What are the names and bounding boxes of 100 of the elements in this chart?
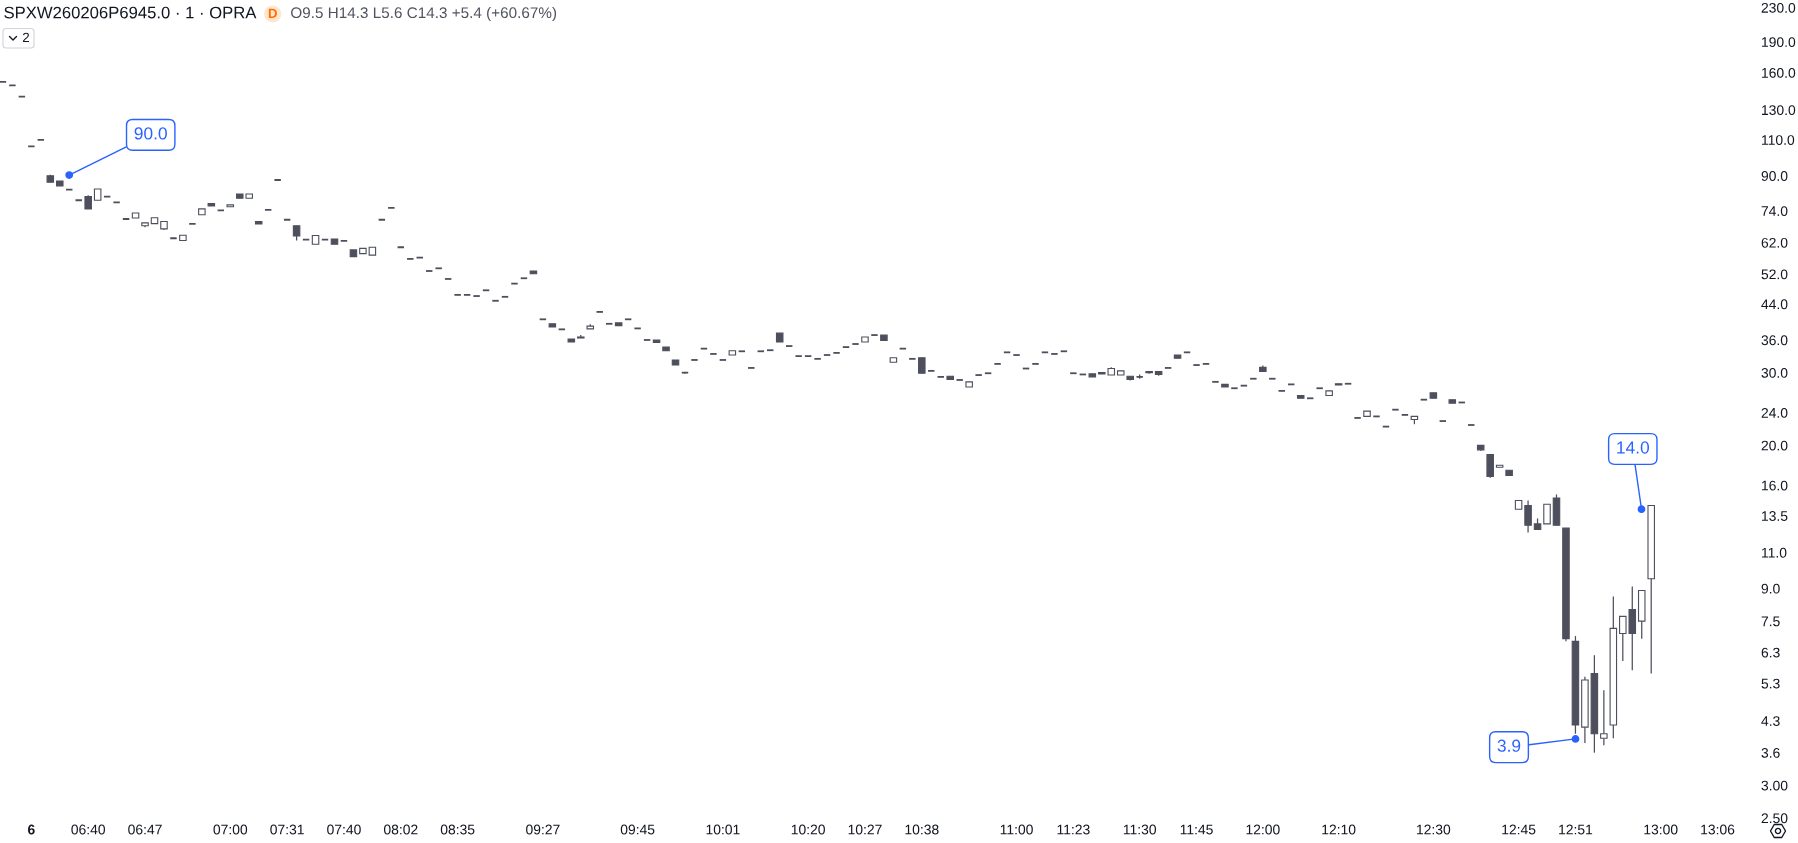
candlestick <box>264 208 273 211</box>
y-tick-label: 3.00 <box>1761 780 1788 791</box>
y-tick-label: 36.0 <box>1761 335 1788 346</box>
annotation: 2 <box>23 32 30 42</box>
candlestick <box>794 355 803 358</box>
y-tick-label: 11.0 <box>1762 547 1787 558</box>
x-tick-label: 6 <box>28 824 35 835</box>
candlestick <box>605 322 614 325</box>
candlestick <box>766 349 775 352</box>
candlestick <box>1230 387 1239 390</box>
candlestick <box>1239 384 1249 387</box>
candlestick <box>624 318 633 321</box>
candlestick <box>699 347 709 350</box>
candlestick <box>1182 351 1192 354</box>
x-tick-label: 13:00 <box>1644 824 1678 835</box>
annotation: D <box>268 8 277 18</box>
candlestick <box>813 357 822 360</box>
x-tick-label: 10:27 <box>848 824 882 835</box>
candlestick <box>1306 397 1315 400</box>
candlestick <box>908 357 917 360</box>
x-tick-label: 11:30 <box>1123 824 1157 835</box>
candlestick <box>538 318 548 321</box>
candlestick <box>36 138 45 141</box>
y-tick-label: 62.0 <box>1761 237 1788 248</box>
candlestick <box>301 238 311 241</box>
candlestick <box>462 293 472 296</box>
candlestick <box>1211 380 1220 383</box>
y-tick-label: 13.5 <box>1762 511 1788 521</box>
y-tick-label: 74.0 <box>1761 206 1788 217</box>
x-tick-label: 08:35 <box>440 824 475 835</box>
candlestick <box>103 195 112 198</box>
x-tick-label: 07:31 <box>270 824 304 835</box>
y-tick-label: 130.0 <box>1762 105 1796 116</box>
y-tick-label: 30.0 <box>1761 367 1788 378</box>
y-tick-label: 160.0 <box>1762 67 1796 78</box>
y-tick-label: 16.0 <box>1762 480 1788 491</box>
x-tick-label: 13:06 <box>1701 824 1735 835</box>
candlestick <box>1287 383 1296 386</box>
x-tick-label: 11:23 <box>1057 824 1090 835</box>
y-tick-label: 44.0 <box>1761 299 1788 310</box>
candlestick <box>1249 377 1258 380</box>
candlestick <box>65 188 74 191</box>
candlestick <box>1400 413 1410 416</box>
candlestick <box>1002 351 1012 354</box>
y-tick-label: 90.0 <box>1761 171 1788 181</box>
y-tick-label: 110.0 <box>1762 135 1795 145</box>
x-tick-label: 12:30 <box>1417 824 1451 835</box>
chart-subtitle: O9.5 H14.3 L5.6 C14.3 +5.4 (+60.67%) <box>291 6 557 22</box>
candlestick <box>510 282 519 285</box>
candlestick <box>1543 503 1551 525</box>
candlestick <box>557 328 566 331</box>
candlestick <box>1486 453 1494 479</box>
candlestick <box>282 218 292 221</box>
annotation: 14.0 <box>1617 441 1650 454</box>
x-tick-label: 10:38 <box>905 824 939 835</box>
y-tick-label: 190.0 <box>1762 37 1796 48</box>
y-tick-label: 2.50 <box>1761 813 1788 824</box>
y-tick-label: 7.5 <box>1761 616 1780 627</box>
candlestick <box>415 256 424 259</box>
candlestick <box>737 350 746 353</box>
x-tick-label: 12:00 <box>1246 824 1280 835</box>
candlestick <box>500 295 510 298</box>
candlestick <box>1315 387 1324 390</box>
candlestick <box>832 351 841 354</box>
candlestick <box>1600 689 1608 746</box>
x-tick-label: 07:40 <box>327 824 361 835</box>
candlestick <box>927 369 936 372</box>
candlestick <box>481 289 491 292</box>
candlestick <box>756 350 765 353</box>
candlestick <box>1268 377 1277 380</box>
candlestick <box>188 222 197 225</box>
x-tick-label: 10:20 <box>791 824 825 835</box>
candlestick <box>936 375 945 378</box>
candlestick <box>396 246 405 249</box>
candlestick <box>1391 408 1400 411</box>
candlestick <box>74 199 83 202</box>
candlestick <box>453 293 462 296</box>
candlestick <box>1059 350 1069 353</box>
x-tick-label: 10:01 <box>706 824 740 835</box>
candlestick <box>0 80 8 83</box>
y-tick-label: 6.3 <box>1761 647 1780 658</box>
y-tick-label: 3.6 <box>1761 747 1780 758</box>
y-tick-label: 4.3 <box>1761 716 1780 726</box>
candlestick <box>1524 499 1532 534</box>
candlestick <box>519 277 529 280</box>
x-tick-label: 11:00 <box>1000 824 1033 835</box>
candlestick <box>434 267 443 270</box>
candlestick <box>1040 351 1050 354</box>
candlestick <box>1381 425 1391 428</box>
candlestick <box>1343 382 1353 385</box>
y-tick-label: 52.0 <box>1761 269 1788 280</box>
candlestick <box>377 218 386 221</box>
x-tick-label: 12:51 <box>1559 824 1593 835</box>
y-tick-label: 20.0 <box>1761 440 1788 451</box>
candlestick <box>169 237 178 240</box>
annotation: 3.9 <box>1497 739 1521 752</box>
y-tick-label: 24.0 <box>1761 407 1788 418</box>
x-tick-label: 08:02 <box>383 824 418 835</box>
candlestick <box>983 372 993 375</box>
candlestick <box>112 201 121 204</box>
